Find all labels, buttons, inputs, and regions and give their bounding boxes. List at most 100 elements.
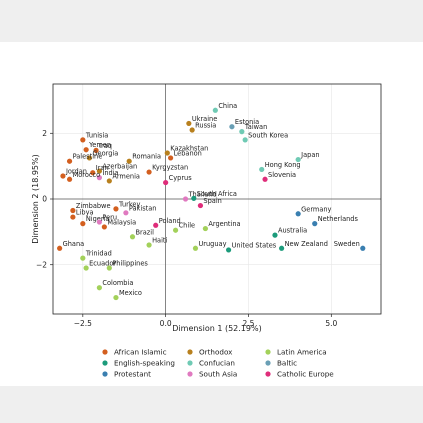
data-point <box>295 156 301 163</box>
x-tick-label: 0.0 <box>160 319 172 328</box>
data-point <box>70 207 76 214</box>
data-point <box>66 176 73 182</box>
point-label: South Africa <box>197 190 237 198</box>
legend-swatch <box>187 360 193 366</box>
point-label: Poland <box>159 217 181 225</box>
point-label: Kyrgyzstan <box>152 164 188 172</box>
legend-label: Baltic <box>277 359 297 368</box>
data-point <box>212 107 218 113</box>
data-point <box>90 170 96 176</box>
data-point <box>83 265 89 271</box>
legend-swatch <box>187 371 193 377</box>
data-point <box>192 245 199 251</box>
point-label: Japan <box>300 151 319 159</box>
point-label: Romania <box>132 153 161 161</box>
point-label: Mexico <box>119 289 142 297</box>
point-label: Tunisia <box>85 131 109 139</box>
legend-swatch <box>265 371 271 377</box>
data-point <box>191 195 197 201</box>
x-tick-label: 2.5 <box>243 319 255 328</box>
data-point <box>83 147 89 153</box>
point-label: Palestine <box>73 153 103 161</box>
legend-swatch <box>102 349 108 355</box>
point-label: Sweden <box>334 240 360 248</box>
data-point <box>182 196 189 202</box>
point-label: United States <box>232 241 277 249</box>
data-point <box>96 285 102 291</box>
data-point <box>70 214 76 220</box>
point-label: Ukraine <box>192 115 217 123</box>
point-label: Hong Kong <box>265 161 301 169</box>
legend-swatch <box>265 360 271 366</box>
data-point <box>96 175 102 181</box>
data-point <box>80 221 86 227</box>
legend-label: Latin America <box>277 348 327 357</box>
point-label: Iran <box>96 164 109 172</box>
point-label: New Zealand <box>285 240 328 248</box>
point-label: Morocco <box>73 171 101 179</box>
data-point <box>146 242 152 248</box>
point-label: Malaysia <box>107 218 136 226</box>
y-tick-label: 2 <box>42 129 47 138</box>
data-point <box>113 294 119 301</box>
data-point <box>189 127 195 133</box>
legend-label: Protestant <box>114 370 151 379</box>
legend-label: African Islamic <box>114 348 167 357</box>
point-label: Netherlands <box>318 215 359 223</box>
x-tick-label: 5.0 <box>325 319 337 328</box>
legend-label: English-speaking <box>114 359 175 368</box>
data-point <box>126 158 132 164</box>
point-label: Thailand <box>188 191 217 199</box>
chart-frame: −2.5 0.0 2.5 5.0 −2 0 2 China Ukraine Estonia Tai… <box>0 42 423 386</box>
data-point <box>146 169 152 175</box>
point-label: South Korea <box>248 131 288 139</box>
legend-swatch <box>265 349 271 355</box>
point-label: Russia <box>195 122 216 130</box>
legend-swatch <box>187 349 193 355</box>
x-axis-label: Dimension 1 (52.19%) <box>172 324 261 333</box>
point-label: Ghana <box>63 240 85 248</box>
data-point <box>360 245 366 251</box>
point-label: Iraq <box>99 142 112 150</box>
point-label: Colombia <box>102 279 133 287</box>
point-label: Estonia <box>235 118 259 126</box>
point-label: Libya <box>76 209 94 217</box>
point-label: Germany <box>301 205 331 213</box>
legend-label: South Asia <box>199 370 237 379</box>
legend: African Islamic Orthodox Latin America Engl… <box>102 348 334 379</box>
data-point <box>279 245 285 251</box>
data-point <box>186 120 192 127</box>
point-label: Haiti <box>152 237 167 245</box>
point-label: Trinidad <box>85 250 112 258</box>
data-point <box>229 124 235 130</box>
legend-label: Catholic Europe <box>277 370 334 379</box>
axis-ticks: −2.5 0.0 2.5 5.0 −2 0 2 <box>36 129 338 328</box>
data-point <box>96 168 102 174</box>
data-point <box>113 206 119 212</box>
point-label: Chile <box>179 222 196 230</box>
point-label: Peru <box>102 214 117 222</box>
point-label: Ecuador <box>89 260 116 268</box>
data-point <box>96 219 102 225</box>
point-label: Zimbabwe <box>76 202 111 210</box>
legend-swatch <box>102 360 108 366</box>
data-point <box>242 137 248 143</box>
data-point <box>262 176 268 182</box>
point-label: Azerbaijan <box>102 163 137 171</box>
point-label: Philippines <box>112 260 148 268</box>
data-point <box>197 202 204 209</box>
point-label: China <box>218 102 237 110</box>
data-point <box>225 247 232 253</box>
data-point <box>272 232 278 238</box>
point-label: Slovenia <box>268 171 296 179</box>
data-point <box>312 221 318 227</box>
legend-swatch <box>102 371 108 377</box>
data-point <box>86 155 93 161</box>
point-label: Lebanon <box>174 149 202 157</box>
data-point <box>129 234 136 240</box>
point-label: Argentina <box>208 220 240 228</box>
data-point <box>123 210 129 216</box>
point-label: Taiwan <box>244 123 267 131</box>
